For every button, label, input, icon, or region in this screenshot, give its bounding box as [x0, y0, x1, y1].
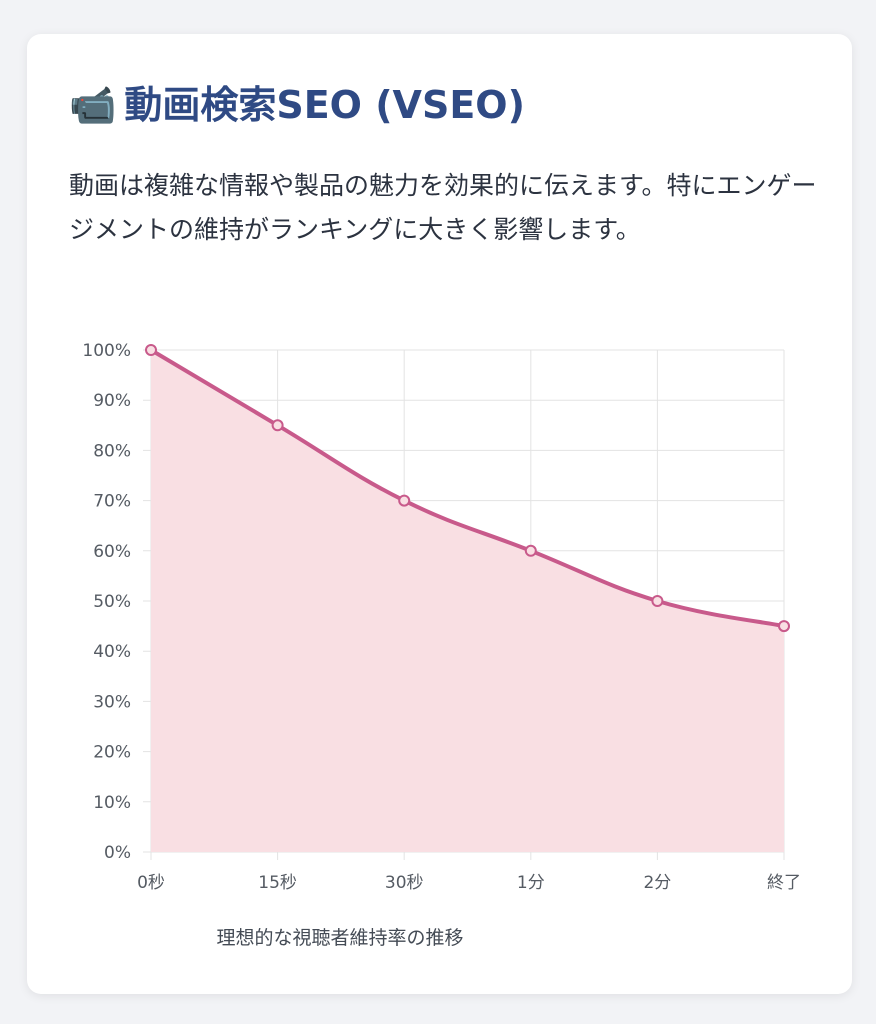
y-tick-label: 70% — [93, 492, 131, 512]
card-description: 動画は複雑な情報や製品の魅力を効果的に伝えます。特にエンゲージメントの維持がラン… — [69, 171, 817, 244]
y-tick-label: 0% — [104, 843, 131, 863]
y-tick-label: 80% — [93, 441, 131, 461]
data-point — [524, 544, 537, 557]
y-tick-label: 10% — [93, 793, 131, 813]
y-tick-label: 100% — [82, 341, 131, 361]
data-point — [145, 344, 157, 356]
retention-line — [149, 348, 786, 629]
y-tick-label: 40% — [93, 642, 131, 662]
card-title: 📹 動画検索SEO (VSEO) — [69, 82, 525, 128]
y-tick-label: 30% — [93, 692, 131, 712]
vseo-card: 📹 動画検索SEO (VSEO) 動画は複雑な情報や製品の魅力を効果的に伝えます。… — [27, 34, 852, 994]
data-point — [271, 419, 284, 432]
card-title-text: 動画検索SEO (VSEO) — [124, 83, 525, 127]
chart-points — [145, 344, 790, 633]
retention-area — [151, 350, 784, 852]
x-tick-label: 15秒 — [258, 873, 297, 893]
y-tick-label: 60% — [93, 542, 131, 562]
data-point — [398, 494, 411, 507]
x-tick-label: 2分 — [643, 873, 671, 893]
data-point — [651, 595, 664, 607]
x-tick-label: 0秒 — [137, 873, 165, 893]
chart-labels: 0% 10% 20% 30% 40% 50% 60% 70% 80% 90% 100% 0秒 15秒 30… — [82, 341, 801, 893]
chart-line — [149, 348, 786, 629]
y-tick-label: 20% — [93, 743, 131, 763]
x-tick-label: 30秒 — [385, 873, 424, 893]
x-axis-title: 理想的な視聴者維持率の推移 — [216, 927, 463, 949]
y-tick-label: 90% — [93, 391, 131, 411]
x-tick-label: 1分 — [517, 873, 545, 893]
x-tick-label: 終了 — [767, 873, 801, 893]
video-camera-icon: 📹 — [69, 83, 117, 127]
data-point — [778, 620, 790, 633]
y-tick-label: 50% — [93, 592, 131, 612]
retention-chart: 0% 10% 20% 30% 40% 50% 60% 70% 80% 90% 100% 0秒 15秒 30… — [82, 341, 801, 949]
chart-area — [151, 350, 784, 852]
